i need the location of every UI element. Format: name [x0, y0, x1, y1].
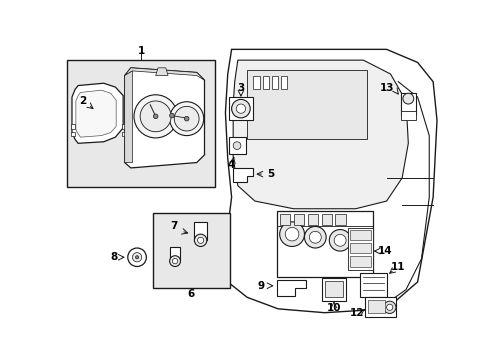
Bar	[253, 76, 259, 89]
Bar	[169, 247, 180, 261]
Circle shape	[132, 253, 142, 262]
Bar	[122, 124, 126, 129]
Bar	[364, 297, 395, 317]
Text: 5: 5	[266, 169, 273, 179]
Text: 13: 13	[379, 83, 393, 93]
Circle shape	[184, 116, 189, 121]
Bar	[349, 243, 370, 253]
Text: 6: 6	[187, 289, 195, 299]
Polygon shape	[124, 68, 204, 80]
Circle shape	[231, 99, 250, 118]
Circle shape	[328, 230, 350, 251]
Circle shape	[153, 114, 158, 119]
Bar	[367, 300, 384, 313]
Bar	[349, 256, 370, 266]
Polygon shape	[76, 90, 116, 137]
Polygon shape	[224, 49, 436, 313]
Bar	[335, 214, 345, 225]
Text: 14: 14	[377, 246, 391, 256]
Circle shape	[169, 102, 203, 136]
Bar	[321, 278, 346, 301]
Bar	[228, 137, 245, 154]
Bar	[67, 60, 214, 187]
Circle shape	[236, 104, 245, 113]
Circle shape	[174, 106, 199, 131]
Bar	[122, 132, 126, 136]
Text: 2: 2	[79, 96, 86, 106]
Polygon shape	[233, 60, 407, 209]
Circle shape	[172, 258, 178, 264]
Bar	[194, 222, 206, 240]
Circle shape	[279, 222, 304, 247]
Text: 7: 7	[169, 221, 177, 231]
Text: 12: 12	[349, 308, 364, 318]
Bar	[71, 132, 75, 136]
Bar	[293, 214, 303, 225]
Circle shape	[285, 228, 298, 241]
Circle shape	[169, 113, 174, 118]
Text: 1: 1	[137, 46, 144, 56]
Bar	[349, 230, 370, 240]
Polygon shape	[155, 68, 168, 76]
Circle shape	[127, 248, 146, 266]
Bar	[279, 214, 289, 225]
Circle shape	[197, 237, 203, 243]
Circle shape	[304, 226, 325, 248]
Bar	[360, 273, 386, 297]
Circle shape	[134, 95, 177, 138]
Text: 8: 8	[110, 252, 117, 262]
Text: 11: 11	[390, 261, 405, 271]
Bar	[152, 213, 230, 288]
Text: 9: 9	[257, 281, 264, 291]
Text: 4: 4	[227, 160, 234, 170]
Bar	[228, 97, 253, 120]
Bar	[347, 228, 373, 270]
Polygon shape	[124, 71, 132, 163]
Bar	[324, 281, 343, 297]
Bar	[400, 93, 415, 115]
Circle shape	[333, 234, 346, 246]
Circle shape	[169, 256, 180, 266]
Bar	[271, 76, 278, 89]
Bar	[307, 214, 317, 225]
Bar	[321, 214, 331, 225]
Bar	[276, 211, 373, 276]
Polygon shape	[233, 168, 253, 182]
Polygon shape	[72, 83, 123, 143]
Polygon shape	[124, 68, 204, 168]
Bar	[400, 111, 415, 120]
Bar	[281, 76, 287, 89]
Circle shape	[402, 93, 413, 104]
Text: 3: 3	[237, 83, 244, 93]
Circle shape	[194, 234, 206, 247]
Polygon shape	[276, 280, 305, 296]
Circle shape	[383, 301, 395, 314]
Circle shape	[386, 304, 392, 310]
Circle shape	[233, 142, 241, 149]
Text: 10: 10	[326, 303, 341, 313]
Bar	[262, 76, 268, 89]
Bar	[71, 124, 75, 129]
Circle shape	[309, 231, 321, 243]
Circle shape	[140, 101, 171, 132]
Bar	[246, 70, 366, 139]
Circle shape	[135, 256, 138, 259]
